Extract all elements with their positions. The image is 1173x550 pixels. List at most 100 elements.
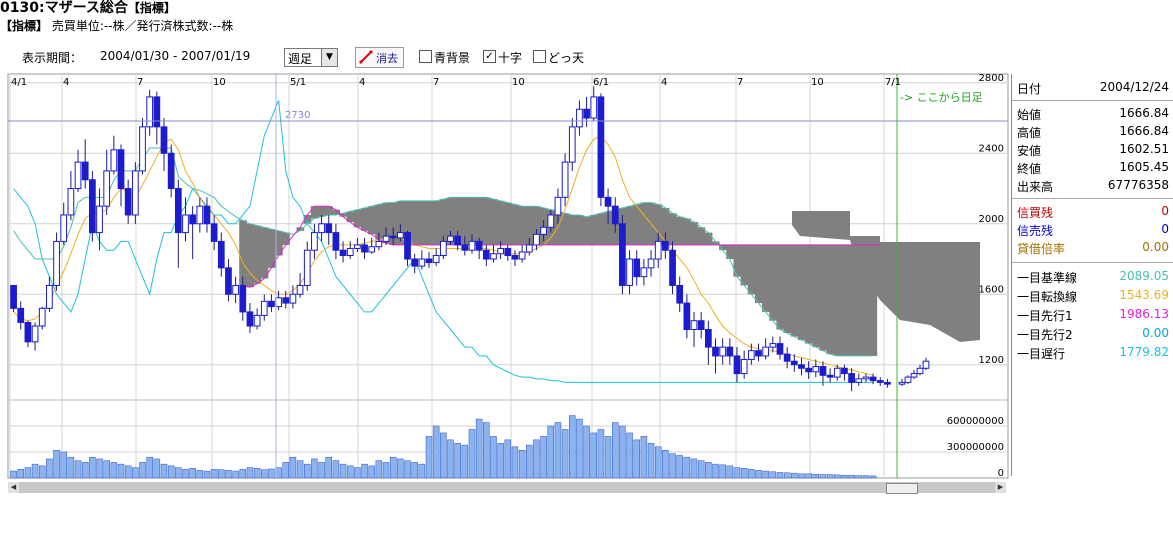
kumo-segment (683, 218, 691, 245)
blue-background-checkbox[interactable] (419, 50, 432, 63)
volume-bar (10, 470, 17, 479)
price-tick-label: 2400 (979, 143, 1004, 154)
volume-bar (705, 462, 712, 479)
kumo-segment (382, 202, 391, 244)
volume-bar (397, 458, 404, 479)
candle (46, 284, 53, 309)
volume-bar (404, 460, 411, 479)
candle (490, 253, 497, 260)
x-tick-label: 5/1 (290, 77, 306, 88)
candle (432, 255, 440, 264)
volume-bar (569, 415, 576, 479)
kumo-segment (668, 213, 677, 245)
kumo-segment (583, 216, 591, 245)
candle (862, 376, 870, 380)
kumo-segment (446, 197, 455, 245)
candle (805, 367, 812, 373)
candle (24, 321, 32, 343)
volume-bar (296, 460, 304, 479)
kumo-segment (869, 244, 878, 356)
volume-row: 出来高 67776358 (1017, 178, 1169, 194)
dotten-checkbox[interactable] (533, 50, 546, 63)
volume-bar (268, 468, 275, 479)
volume-bar (232, 470, 239, 479)
x-tick-label: 4 (359, 77, 365, 88)
volume-bar (812, 473, 820, 479)
volume-bar (375, 460, 383, 479)
kumo-segment (332, 209, 340, 215)
kumo-segment (590, 214, 598, 245)
candle (253, 314, 261, 327)
senkou1-row: 一目先行1 1986.13 (1017, 307, 1169, 323)
kumo-segment (432, 200, 441, 245)
crosshair-checkbox[interactable]: ✓ (483, 50, 496, 63)
kumo-segment (776, 244, 785, 330)
volume-bar (246, 467, 254, 479)
volume-bar (17, 469, 25, 479)
chikou-line (13, 100, 874, 383)
kumo-segment (339, 213, 348, 217)
kumo-segment (704, 232, 713, 245)
kumo-segment (568, 214, 577, 245)
candle (31, 325, 39, 343)
candle (869, 376, 877, 382)
daily-start-label: -> ここから日足 (900, 91, 983, 104)
candle (339, 249, 347, 257)
volume-bar (253, 468, 261, 479)
scroll-right-icon[interactable]: ▶ (995, 482, 1006, 493)
tenkan-row: 一目転換線 1543.69 (1017, 288, 1169, 304)
open-row: 始値 1666.84 (1017, 106, 1169, 122)
volume-bar (461, 444, 469, 479)
volume-bar (611, 422, 619, 479)
x-tick-label: 4 (63, 77, 69, 88)
volume-bar (690, 458, 698, 479)
volume-bar (483, 422, 490, 479)
kumo-segment (855, 244, 863, 356)
future-candle (898, 381, 906, 385)
kumo-segment (805, 244, 813, 344)
high-row: 高値 1666.84 (1017, 124, 1169, 140)
volume-bar (762, 470, 769, 479)
candle (583, 108, 590, 119)
scroll-thumb[interactable] (886, 483, 918, 494)
sub-info: 【指標】 売買単位:--株／発行済株式数:--株 (0, 17, 233, 34)
kumo-segment (461, 197, 469, 245)
candle (396, 232, 404, 239)
volume-bar (432, 425, 440, 479)
price-tick-label: 1600 (979, 284, 1004, 295)
candle (232, 284, 239, 295)
volume-bar (497, 443, 504, 479)
candle (17, 307, 25, 323)
volume-bar (282, 462, 290, 479)
candle (160, 126, 168, 154)
horizontal-scrollbar[interactable]: ◀ ▶ (8, 482, 1006, 494)
low-row: 安値 1602.51 (1017, 142, 1169, 158)
period-value: 2004/01/30 - 2007/01/19 (100, 49, 251, 63)
title-tag: 【指標】 (127, 1, 176, 15)
unit-info: 売買単位:--株／発行済株式数:--株 (51, 19, 234, 33)
chart-overlay: 2730 -> ここから日足 (8, 74, 1008, 478)
volume-bar (196, 470, 204, 479)
candle (640, 267, 648, 278)
candle (124, 188, 132, 216)
candle (246, 311, 254, 327)
kumo-segment (826, 244, 835, 355)
candle (611, 205, 619, 225)
volume-bar (791, 472, 798, 479)
scroll-left-icon[interactable]: ◀ (8, 482, 19, 493)
volume-bar (146, 456, 153, 479)
erase-button[interactable]: 消去 (355, 47, 404, 68)
x-tick-label: 7 (433, 77, 439, 88)
kumo-segment (497, 200, 505, 245)
volume-bar (518, 450, 526, 479)
volume-bar (504, 439, 512, 479)
chevron-down-icon[interactable]: ▼ (321, 49, 337, 66)
candle (203, 205, 211, 225)
candle (74, 161, 82, 190)
kumo-segment (239, 220, 247, 286)
kumo-segment (747, 244, 756, 295)
candle (712, 346, 719, 357)
ichimoku-chart[interactable]: 2730 -> ここから日足 4/1 4 7 10 5/1 4 7 10 6/1 4 7 10 7/1 2… (0, 0, 1011, 500)
interval-select[interactable]: 週足 ▼ (284, 48, 338, 67)
candle (690, 320, 698, 331)
